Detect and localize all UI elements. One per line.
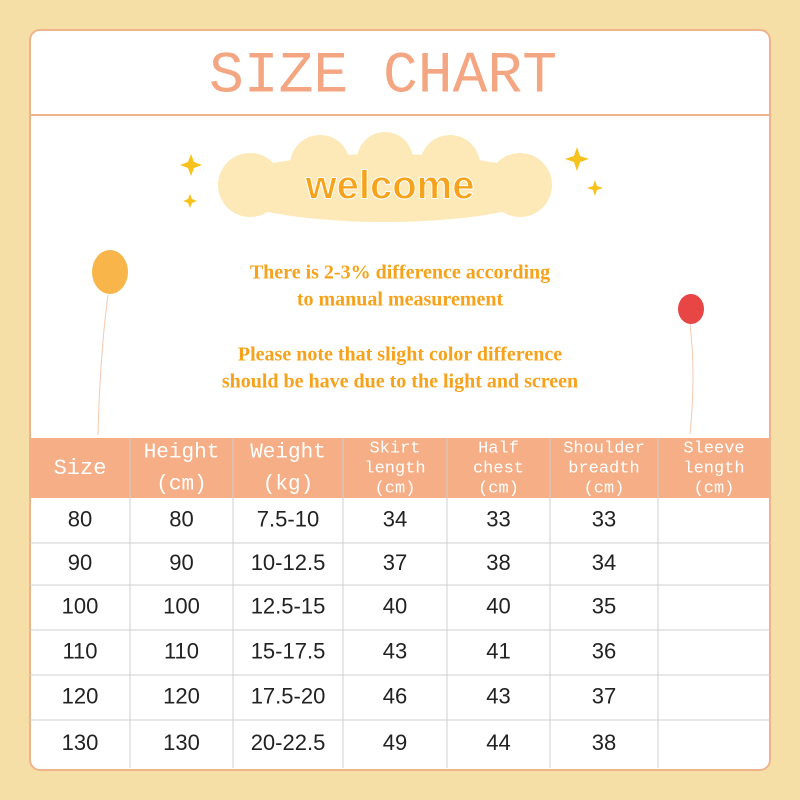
column-header: (cm) (478, 479, 519, 498)
cell: 110 (62, 638, 97, 663)
cell: 37 (383, 550, 407, 575)
column-header: Size (54, 456, 107, 481)
cell: 7.5-10 (257, 506, 319, 531)
cell: 12.5-15 (251, 593, 326, 618)
note-line: Please note that slight color difference (238, 344, 562, 366)
note-line: There is 2-3% difference according (250, 262, 550, 284)
column-header: (cm) (694, 479, 735, 498)
note-line: to manual measurement (297, 289, 504, 311)
cell: 100 (163, 593, 200, 618)
column-header: breadth (568, 459, 639, 478)
cell: 37 (592, 683, 616, 708)
column-header: Half (478, 439, 519, 458)
column-header: Weight (250, 442, 326, 465)
cell: 110 (164, 638, 199, 663)
cell: 100 (62, 593, 99, 618)
cell: 34 (592, 550, 616, 575)
column-header: Skirt (369, 439, 420, 458)
cloud (218, 132, 552, 222)
cell: 44 (486, 730, 510, 755)
balloons (92, 250, 704, 436)
cell: 10-12.5 (251, 550, 326, 575)
cell: 41 (486, 638, 510, 663)
cell: 36 (592, 638, 616, 663)
column-header: length (683, 459, 744, 478)
sparkles (180, 147, 603, 208)
column-header: (cm) (156, 474, 206, 497)
cell: 40 (486, 593, 510, 618)
cell: 80 (169, 506, 193, 531)
cell: 20-22.5 (251, 730, 326, 755)
header-band (30, 438, 770, 498)
cell: 43 (383, 638, 407, 663)
column-header: (cm) (375, 479, 416, 498)
cell: 17.5-20 (251, 683, 326, 708)
title: SIZE CHART (209, 44, 557, 109)
cell: 80 (68, 506, 92, 531)
column-header: length (364, 459, 425, 478)
cell: 120 (163, 683, 200, 708)
cell: 33 (486, 506, 510, 531)
note-line: should be have due to the light and scre… (222, 371, 578, 393)
cell: 33 (592, 506, 616, 531)
cell: 46 (383, 683, 407, 708)
cell: 34 (383, 506, 407, 531)
cell: 38 (486, 550, 510, 575)
cell: 130 (163, 730, 200, 755)
cell: 130 (62, 730, 99, 755)
cell: 90 (68, 550, 92, 575)
cell: 90 (169, 550, 193, 575)
cell: 38 (592, 730, 616, 755)
column-header: (cm) (584, 479, 625, 498)
cell: 43 (486, 683, 510, 708)
cell: 35 (592, 593, 616, 618)
cell: 120 (62, 683, 99, 708)
column-header: Shoulder (563, 439, 645, 458)
welcome: welcome (305, 164, 475, 208)
column-header: Sleeve (683, 439, 744, 458)
cell: 49 (383, 730, 407, 755)
column-header: (kg) (263, 474, 313, 497)
cell: 40 (383, 593, 407, 618)
column-header: chest (473, 459, 524, 478)
column-header: Height (144, 442, 220, 465)
cell: 15-17.5 (251, 638, 326, 663)
